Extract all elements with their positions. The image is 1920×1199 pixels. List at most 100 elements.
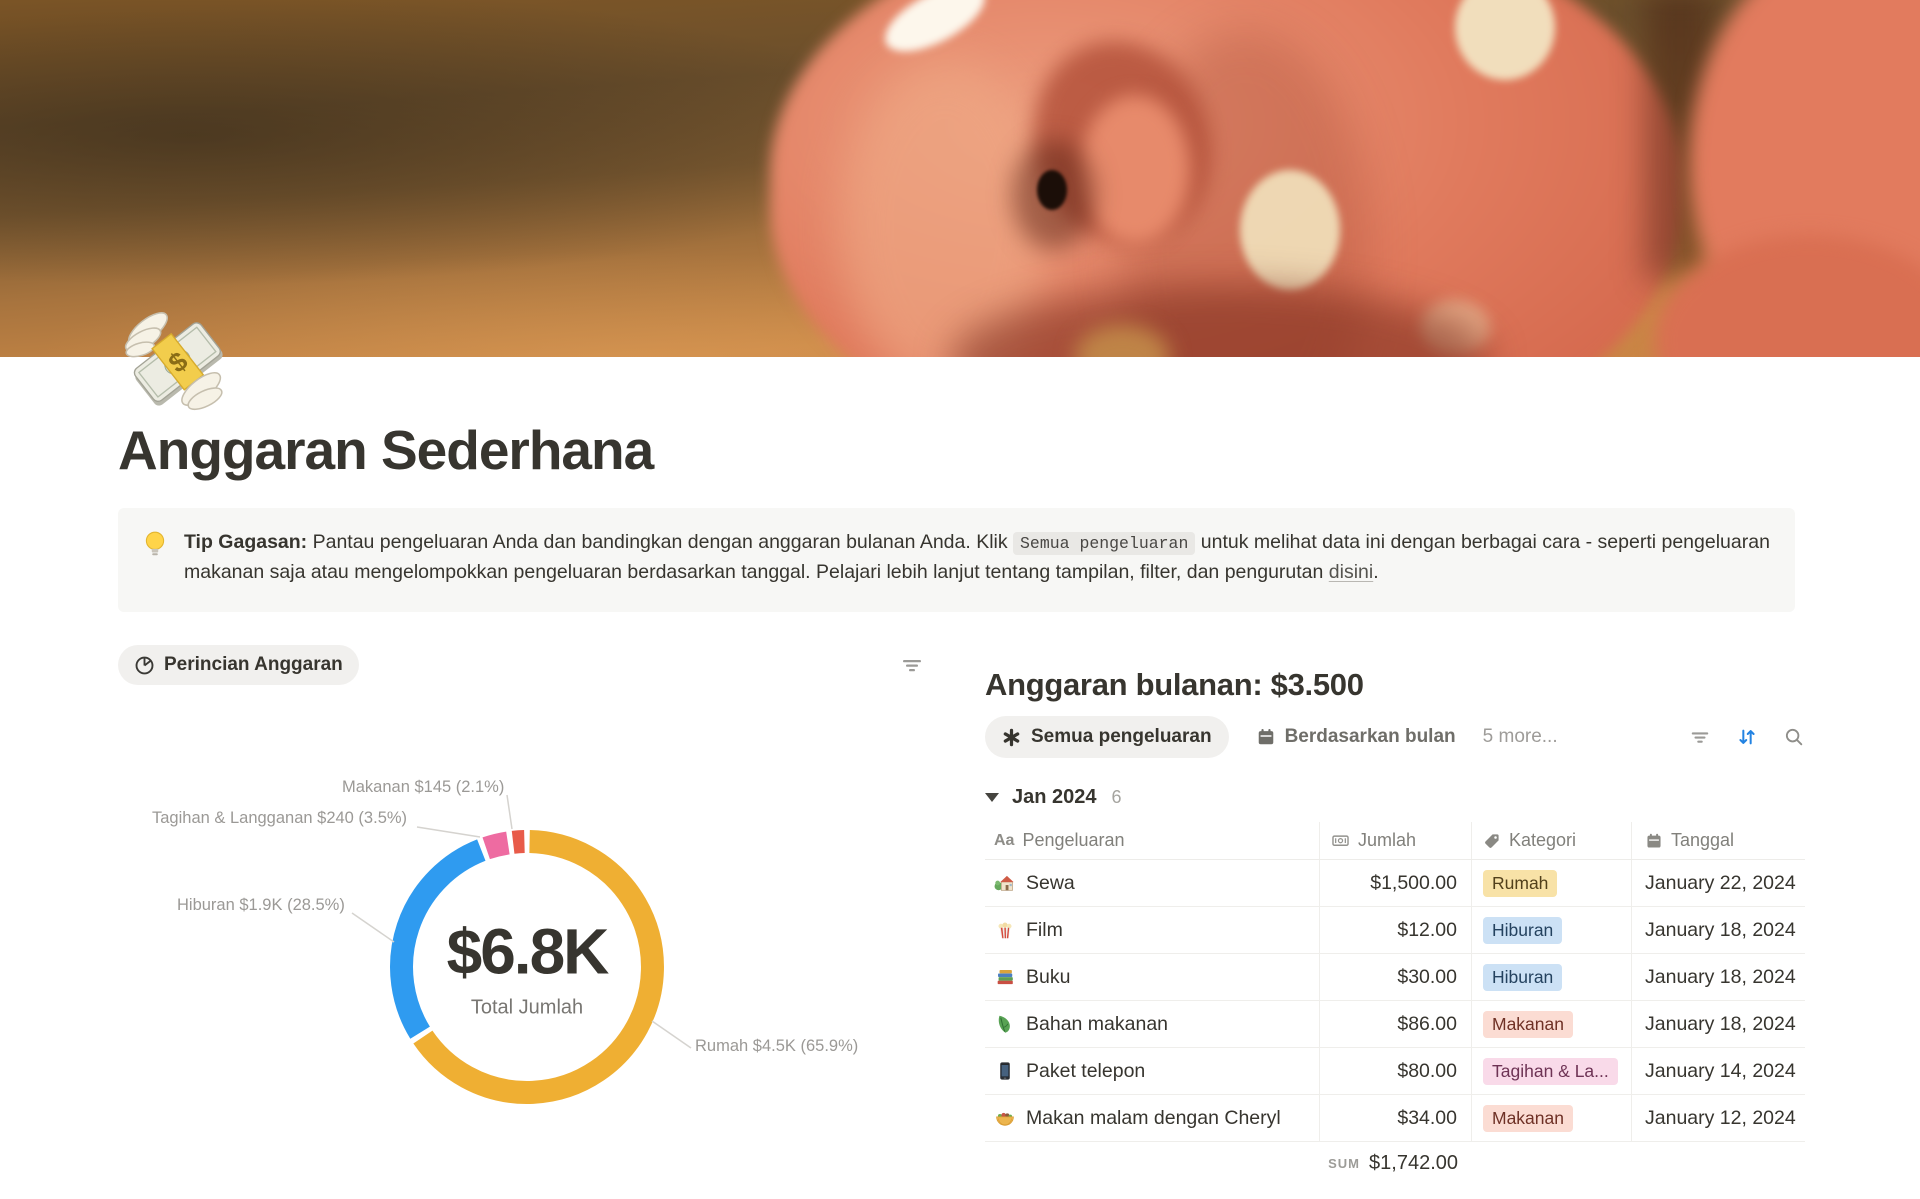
donut-slice-hiburan[interactable]: [390, 839, 486, 1039]
budget-breakdown-database: Perincian Anggaran $6.8K Total Jumlah Ru…: [118, 645, 924, 1199]
table-row[interactable]: Bahan makanan $86.00 Makanan January 18, 20…: [985, 1001, 1805, 1048]
table-row[interactable]: Sewa $1,500.00 Rumah January 22, 2024: [985, 860, 1805, 907]
column-header-pengeluaran[interactable]: Aa Pengeluaran: [985, 822, 1320, 859]
amount-cell[interactable]: $1,500.00: [1320, 860, 1472, 906]
donut-slice-tagihan-langganan[interactable]: [482, 831, 510, 860]
table-row[interactable]: Paket telepon $80.00 Tagihan & La... Januar…: [985, 1048, 1805, 1095]
table-row[interactable]: Film $12.00 Hiburan January 18, 2024: [985, 907, 1805, 954]
page-title: Anggaran Sederhana: [118, 419, 654, 481]
chart-options-icon[interactable]: [900, 653, 926, 679]
pie-slice-label: Hiburan $1.9K (28.5%): [177, 896, 345, 914]
expense-name: Sewa: [1026, 871, 1075, 894]
amount-cell[interactable]: $86.00: [1320, 1001, 1472, 1047]
label-pointer-line: [506, 794, 513, 830]
tab-label: Berdasarkan bulan: [1284, 726, 1456, 747]
category-cell[interactable]: Hiburan: [1472, 954, 1632, 1000]
expense-name-cell[interactable]: Sewa: [985, 860, 1320, 906]
category-tag: Hiburan: [1483, 916, 1563, 944]
expense-name: Bahan makanan: [1026, 1012, 1169, 1035]
table-row[interactable]: Buku $30.00 Hiburan January 18, 2024: [985, 954, 1805, 1001]
expense-name-cell[interactable]: Paket telepon: [985, 1048, 1320, 1094]
category-cell[interactable]: Rumah: [1472, 860, 1632, 906]
category-tag: Hiburan: [1483, 963, 1563, 991]
expense-name: Paket telepon: [1026, 1059, 1146, 1082]
category-cell[interactable]: Hiburan: [1472, 907, 1632, 953]
sum-row[interactable]: SUM $1,742.00: [985, 1142, 1472, 1184]
leafy-green-emoji: [994, 1013, 1016, 1035]
tab-more-views[interactable]: 5 more...: [1482, 726, 1558, 747]
date: January 18, 2024: [1645, 918, 1796, 941]
category-tag: Makanan: [1483, 1010, 1573, 1038]
group-count: 6: [1111, 787, 1122, 807]
category-tag: Tagihan & La...: [1483, 1057, 1618, 1085]
donut-slice-makanan[interactable]: [511, 830, 525, 854]
expense-name-cell[interactable]: Film: [985, 907, 1320, 953]
text-icon: Aa: [994, 831, 1015, 849]
amount-cell[interactable]: $12.00: [1320, 907, 1472, 953]
column-header-jumlah[interactable]: Jumlah: [1320, 822, 1472, 859]
pig-ear-inner: [1080, 95, 1190, 245]
expense-name-cell[interactable]: Makan malam dengan Cheryl: [985, 1095, 1320, 1141]
label-pointer-line: [351, 912, 395, 943]
table-heading: Anggaran bulanan: $3.500: [985, 667, 1364, 702]
donut-slice-rumah[interactable]: [413, 830, 664, 1104]
pie-chart-icon: [135, 656, 154, 674]
tab-perincian-anggaran[interactable]: Perincian Anggaran: [118, 645, 359, 685]
books-emoji: [994, 966, 1016, 988]
column-header-kategori[interactable]: Kategori: [1472, 822, 1632, 859]
date-cell[interactable]: January 22, 2024: [1632, 860, 1805, 906]
asterisk-icon: [1003, 728, 1020, 746]
taco-emoji: [994, 1107, 1016, 1129]
category-cell[interactable]: Makanan: [1472, 1095, 1632, 1141]
donut-chart[interactable]: $6.8K Total Jumlah Rumah $4.5K (65.9%) Hi…: [118, 690, 924, 1199]
table-row[interactable]: Makan malam dengan Cheryl $34.00 Makanan Ja…: [985, 1095, 1805, 1142]
tab-label: Semua pengeluaran: [1031, 726, 1212, 747]
cover-image-piggy-bank[interactable]: [0, 0, 1920, 357]
expenses-table: Aa Pengeluaran Jumlah: [985, 822, 1805, 1184]
group-header-jan-2024[interactable]: Jan 2024 6: [985, 786, 1805, 809]
sort-icon[interactable]: [1736, 726, 1758, 748]
amount: $1,500.00: [1370, 871, 1457, 894]
amount-cell[interactable]: $30.00: [1320, 954, 1472, 1000]
tip-text: Tip Gagasan: Pantau pengeluaran Anda dan…: [184, 531, 1770, 583]
expense-name-cell[interactable]: Bahan makanan: [985, 1001, 1320, 1047]
label-pointer-line: [651, 1020, 692, 1049]
tab-berdasarkan-bulan[interactable]: Berdasarkan bulan: [1256, 726, 1456, 748]
category-cell[interactable]: Makanan: [1472, 1001, 1632, 1047]
date-cell[interactable]: January 18, 2024: [1632, 907, 1805, 953]
light-bulb-icon: [142, 530, 168, 558]
amount: $86.00: [1397, 1012, 1457, 1035]
disini-link[interactable]: disini: [1328, 561, 1374, 583]
label-pointer-line: [416, 826, 481, 838]
amount-cell[interactable]: $80.00: [1320, 1048, 1472, 1094]
filter-icon[interactable]: [1689, 726, 1711, 748]
expense-name-cell[interactable]: Buku: [985, 954, 1320, 1000]
date-cell[interactable]: January 12, 2024: [1632, 1095, 1805, 1141]
amount: $12.00: [1397, 918, 1457, 941]
pig-eye: [1037, 170, 1067, 210]
amount-cell[interactable]: $34.00: [1320, 1095, 1472, 1141]
column-header-tanggal[interactable]: Tanggal: [1632, 822, 1805, 859]
date: January 22, 2024: [1645, 871, 1796, 894]
collapse-toggle-icon[interactable]: [985, 793, 999, 802]
amount: $30.00: [1397, 965, 1457, 988]
expense-name: Film: [1026, 918, 1063, 941]
amount: $34.00: [1397, 1106, 1457, 1129]
expense-name: Makan malam dengan Cheryl: [1026, 1106, 1281, 1129]
date-cell[interactable]: January 18, 2024: [1632, 954, 1805, 1000]
category-cell[interactable]: Tagihan & La...: [1472, 1048, 1632, 1094]
mobile-phone-emoji: [994, 1060, 1016, 1082]
search-icon[interactable]: [1783, 726, 1805, 748]
pie-slice-label: Makanan $145 (2.1%): [342, 778, 505, 796]
date: January 18, 2024: [1645, 1012, 1796, 1035]
tip-bold-label: Tip Gagasan:: [184, 531, 308, 553]
category-tag: Makanan: [1483, 1104, 1573, 1132]
amount: $80.00: [1397, 1059, 1457, 1082]
tab-semua-pengeluaran[interactable]: Semua pengeluaran: [985, 716, 1229, 758]
money-with-wings-emoji[interactable]: $: [118, 302, 234, 418]
date-cell[interactable]: January 18, 2024: [1632, 1001, 1805, 1047]
group-name: Jan 2024: [1012, 786, 1097, 808]
category-tag: Rumah: [1483, 869, 1558, 897]
pie-slice-label: Tagihan & Langganan $240 (3.5%): [152, 809, 408, 827]
date-cell[interactable]: January 14, 2024: [1632, 1048, 1805, 1094]
